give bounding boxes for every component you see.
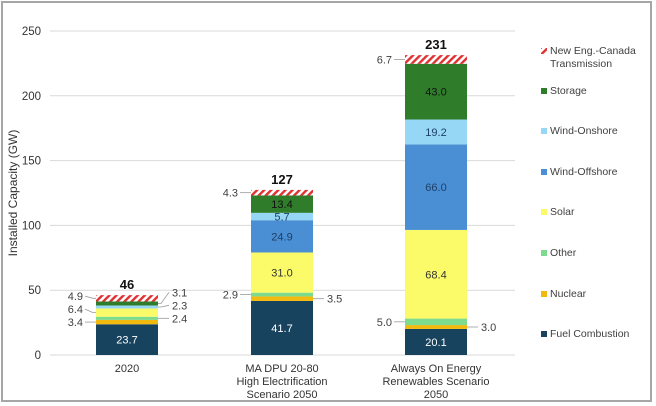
bar-segment-solar	[251, 252, 313, 293]
segment-value-label: 23.7	[116, 335, 137, 347]
legend-swatch-icon	[541, 128, 547, 134]
bar-segment-new-eng-canada-transmission	[251, 189, 313, 196]
legend-swatch-icon	[541, 88, 547, 94]
total-label: 127	[271, 172, 293, 187]
segment-value-label: 3.1	[172, 287, 187, 299]
leader-line	[158, 304, 170, 308]
segment-value-label: 24.9	[271, 231, 292, 243]
segment-value-label: 3.4	[68, 317, 83, 329]
leader-line	[158, 292, 170, 304]
segment-value-label: 4.9	[68, 291, 83, 303]
segment-value-label: 2.4	[172, 313, 187, 325]
bar-segment-nuclear	[96, 319, 158, 325]
segment-value-label: 5.7	[274, 212, 289, 224]
segment-value-label: 3.0	[481, 322, 496, 334]
y-tick-label: 200	[22, 91, 41, 103]
legend-label: Wind-Onshore	[550, 125, 618, 137]
segment-value-label: 2.9	[223, 290, 238, 302]
segment-value-label: 2.3	[172, 300, 187, 312]
segment-value-label: 5.0	[377, 317, 392, 329]
legend-label: Fuel Combustion	[550, 328, 630, 340]
legend-label: Solar	[550, 206, 575, 218]
segment-value-label: 3.5	[327, 294, 342, 306]
y-axis-ticks: 0 50 100 150 200 250	[22, 26, 41, 362]
x-tick-label: High Electrification	[236, 376, 327, 388]
y-tick-label: 100	[22, 220, 41, 232]
legend-swatch-icon	[541, 291, 547, 297]
legend-swatch-icon	[541, 331, 547, 337]
segment-value-label: 4.3	[223, 188, 238, 200]
segment-value-label: 31.0	[271, 268, 292, 280]
bar-segment-wind-onshore	[405, 119, 467, 145]
bar-segment-solar	[96, 308, 158, 317]
legend-label: Transmission	[550, 58, 612, 70]
x-tick-label: Always On Energy	[391, 363, 482, 375]
bar-segment-new-eng-canada-transmission	[96, 295, 158, 302]
segment-value-label: 20.1	[425, 337, 446, 349]
data-labels: 46 23.7 3.46.44.9 2.42.33.1 127 41.7 31.0 24.9 5…	[68, 37, 497, 349]
legend-swatch-hatch-icon	[541, 48, 547, 54]
bar-segment-storage	[96, 301, 158, 306]
legend-label: Storage	[550, 85, 587, 97]
segment-value-label: 68.4	[425, 269, 446, 281]
legend-swatch-icon	[541, 169, 547, 175]
segment-value-label: 19.2	[425, 127, 446, 139]
x-tick-label: Scenario 2050	[247, 389, 318, 401]
bar-segment-storage	[251, 195, 313, 213]
legend-swatch-icon	[541, 209, 547, 215]
y-tick-label: 50	[28, 285, 41, 297]
bar-segment-other	[96, 316, 158, 320]
y-tick-label: 0	[35, 350, 41, 362]
bar-segment-storage	[405, 63, 467, 120]
legend-label: Wind-Offshore	[550, 166, 618, 178]
bar-segment-wind-onshore	[251, 212, 313, 221]
legend-label: Other	[550, 247, 577, 259]
x-tick-label: Renewables Scenario	[382, 376, 489, 388]
legend-label: Nuclear	[550, 288, 587, 300]
bars	[96, 55, 467, 355]
bar-segment-other	[405, 318, 467, 326]
legend-swatch-icon	[541, 250, 547, 256]
segment-value-label: 13.4	[271, 199, 292, 211]
y-tick-label: 250	[22, 26, 41, 38]
x-tick-label: MA DPU 20-80	[245, 363, 318, 375]
bar-segment-nuclear	[251, 296, 313, 301]
bar-segment-wind-onshore	[96, 305, 158, 309]
x-tick-label: 2050	[424, 389, 448, 401]
leader-line	[84, 295, 96, 299]
bar-segment-wind-offshore	[251, 220, 313, 253]
segment-value-label: 66.0	[425, 182, 446, 194]
bar-segment-other	[251, 292, 313, 297]
bar-segment-solar	[405, 229, 467, 319]
segment-value-label: 43.0	[425, 87, 446, 99]
segment-value-label: 6.4	[68, 304, 83, 316]
x-tick-label: 2020	[115, 363, 139, 375]
leader-line	[84, 308, 96, 314]
y-tick-label: 150	[22, 156, 41, 168]
segment-value-label: 6.7	[377, 54, 392, 66]
total-label: 231	[425, 37, 447, 52]
bar-segment-wind-offshore	[405, 144, 467, 230]
segment-value-label: 41.7	[271, 323, 292, 335]
y-axis-label: Installed Capacity (GW)	[6, 130, 20, 257]
bar-segment-new-eng-canada-transmission	[405, 55, 467, 64]
bar-segment-fuel-combustion	[96, 324, 158, 355]
bar-segment-nuclear	[405, 325, 467, 329]
total-label: 46	[120, 277, 134, 292]
legend-label: New Eng.-Canada	[550, 45, 636, 57]
bar-segment-fuel-combustion	[251, 300, 313, 355]
bar-segment-fuel-combustion	[405, 328, 467, 355]
